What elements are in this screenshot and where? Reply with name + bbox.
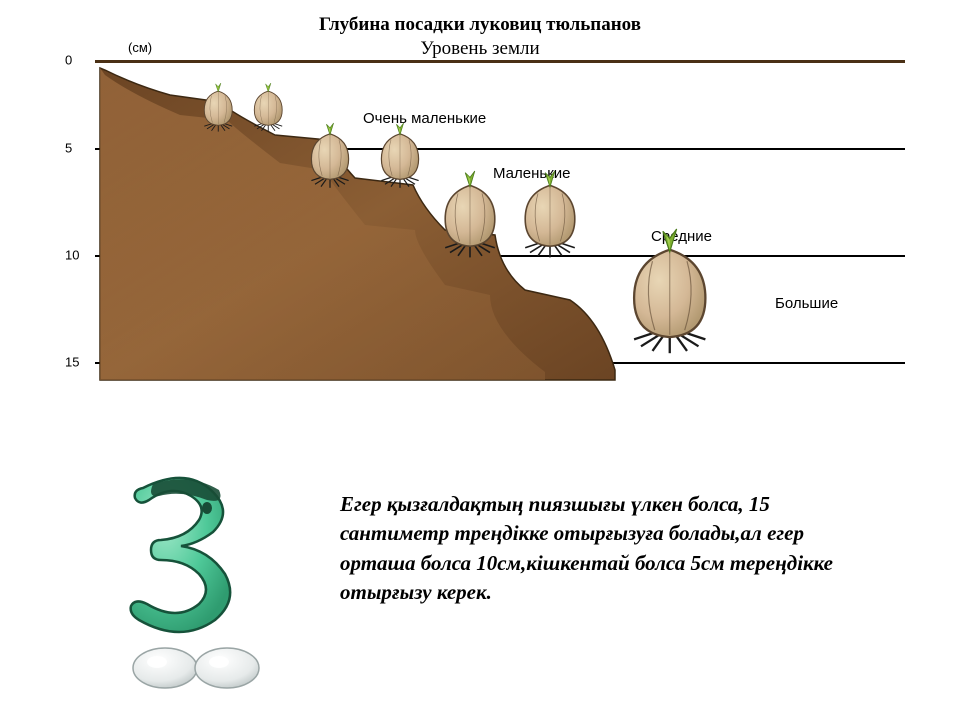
body-text: Егер қызғалдақтың пиязшығы үлкен болса, … — [340, 490, 880, 608]
bulb-very_small — [198, 83, 239, 138]
cat-label-large: Большие — [775, 295, 838, 312]
bulb-medium — [434, 171, 506, 264]
axis-tick-10: 10 — [65, 248, 79, 263]
bulb-very_small — [248, 83, 289, 138]
bulb-large — [618, 229, 722, 361]
axis-tick-5: 5 — [65, 141, 72, 156]
bulb-small — [373, 123, 427, 194]
bulb-medium — [514, 171, 586, 264]
character-three-icon — [95, 470, 295, 690]
axis-tick-15: 15 — [65, 355, 79, 370]
ground-level-label: Уровень земли — [420, 38, 539, 60]
diagram-title: Глубина посадки луковиц тюльпанов — [319, 14, 641, 36]
bulb-small — [303, 123, 357, 194]
axis-tick-0: 0 — [65, 53, 72, 68]
depth-diagram: 0 5 10 15 Очень маленькие Маленькие Сред… — [95, 60, 905, 460]
unit-label: (см) — [128, 40, 152, 55]
